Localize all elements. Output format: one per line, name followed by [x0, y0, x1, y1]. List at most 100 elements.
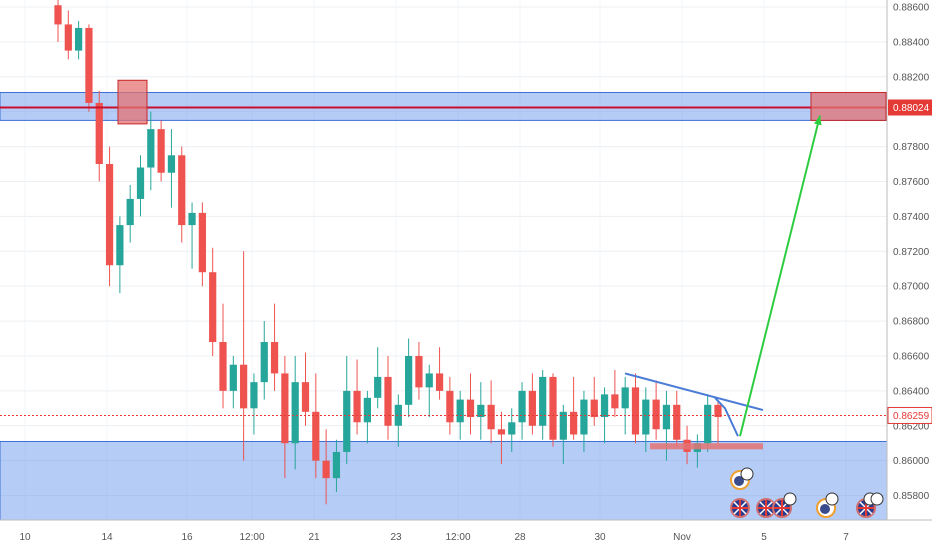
candle-body [384, 376, 392, 426]
time-tick-label: 14 [101, 532, 113, 543]
last-price-label: 0.86259 [893, 411, 930, 422]
candlestick-series [54, 0, 722, 505]
candle-body [435, 373, 444, 391]
candle-body [281, 373, 289, 444]
candle-body [157, 129, 165, 173]
price-axis-panel [887, 0, 932, 520]
event-markers[interactable] [730, 467, 884, 518]
candle-body [54, 5, 62, 25]
candle-body [394, 404, 402, 426]
time-tick-label: 21 [308, 532, 320, 543]
candle-body [518, 390, 526, 423]
candle-body [549, 376, 557, 440]
candle-body [456, 399, 464, 423]
candle-body [559, 411, 567, 440]
target-highlight-box [810, 91, 887, 121]
price-tick-label: 0.86200 [893, 421, 930, 432]
candle-body [528, 390, 536, 426]
price-tick-label: 0.88200 [893, 72, 930, 83]
projected-dip-path [714, 397, 739, 437]
price-tick-label: 0.87200 [893, 247, 930, 258]
candle-body [75, 27, 83, 51]
candle-body [209, 272, 217, 343]
candle-body [126, 198, 134, 226]
candle-body [374, 376, 382, 398]
candle-body [95, 102, 103, 165]
price-tick-label: 0.86400 [893, 386, 930, 397]
candle-body [250, 382, 258, 409]
time-tick-label: Nov [673, 532, 691, 543]
candle-body [188, 212, 196, 226]
candle-body [425, 373, 433, 388]
candle-body [260, 342, 268, 383]
price-tick-label: 0.88400 [893, 37, 930, 48]
grid-lines [0, 0, 887, 520]
candle-body [270, 342, 279, 374]
candle-body [198, 212, 206, 273]
candle-body [642, 399, 650, 435]
candle-body [301, 382, 310, 412]
resistance-price-tag [888, 99, 932, 116]
candle-body [662, 404, 671, 430]
time-axis-labels: 10 14 16 12:00 21 23 12:00 28 30 Nov 5 7 [19, 532, 849, 543]
event-count-badge [783, 492, 797, 506]
moon-shape-icon [734, 476, 744, 486]
time-tick-label: 7 [843, 532, 849, 543]
candle-body [652, 399, 660, 430]
candle-body [497, 429, 506, 435]
event-count-badge [740, 467, 754, 481]
price-tick-label: 0.86600 [893, 351, 930, 362]
candle-body [332, 451, 341, 479]
price-tick-label: 0.85800 [893, 491, 930, 502]
candle-body [105, 164, 114, 266]
candle-body [621, 387, 629, 409]
resistance-price-label: 0.88024 [893, 103, 930, 114]
candle-body [415, 355, 423, 388]
candle-body [611, 394, 619, 409]
event-count-badge [870, 492, 884, 506]
candle-body [570, 411, 578, 435]
price-tick-label: 0.87000 [893, 282, 930, 293]
last-price-tag [887, 406, 932, 424]
time-tick-label: 12:00 [239, 532, 264, 543]
candle-body [405, 355, 413, 405]
candle-body [178, 155, 186, 226]
candle-body [229, 364, 237, 391]
time-tick-label: 16 [181, 532, 193, 543]
support-zone [0, 440, 888, 521]
candle-body [116, 225, 124, 266]
candle-body [714, 404, 722, 418]
candle-body [343, 390, 351, 452]
candle-body [673, 404, 681, 440]
candle-body [85, 27, 93, 103]
support-highlight-box [650, 443, 763, 450]
candle-body [363, 397, 371, 423]
candle-body [219, 342, 227, 391]
candle-body [590, 399, 598, 418]
candle-body [600, 394, 609, 418]
projection-arrow-head [813, 115, 822, 126]
candle-body [487, 404, 495, 430]
time-tick-label: 10 [19, 532, 31, 543]
price-tick-label: 0.87400 [893, 212, 930, 223]
projection-arrow [739, 115, 821, 437]
event-count-badge [825, 492, 839, 506]
descending-trendline [624, 372, 764, 412]
price-tick-label: 0.86000 [893, 456, 930, 467]
candle-body [147, 129, 155, 168]
candle-body [64, 24, 72, 51]
time-axis-panel [0, 520, 932, 550]
time-tick-label: 12:00 [445, 532, 470, 543]
moon-shape-icon [820, 504, 830, 514]
candle-body [312, 411, 320, 461]
time-tick-label: 30 [594, 532, 606, 543]
candle-body [466, 399, 475, 418]
candle-body [508, 422, 516, 435]
price-tick-label: 0.88600 [893, 2, 930, 13]
time-tick-label: 23 [390, 532, 402, 543]
candle-body [631, 387, 640, 435]
candle-body [353, 390, 361, 423]
time-tick-label: 28 [514, 532, 526, 543]
candle-body [291, 382, 299, 444]
